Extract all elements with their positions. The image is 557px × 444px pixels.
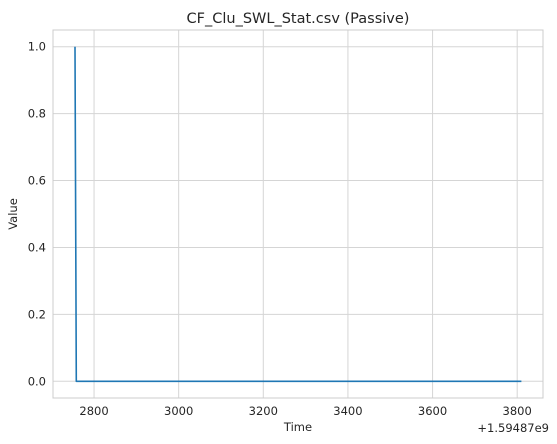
x-tick-label: 3200 — [249, 404, 278, 418]
y-tick-label: 0.8 — [28, 107, 46, 121]
y-tick-label: 1.0 — [28, 40, 46, 54]
y-axis-label: Value — [6, 198, 20, 230]
plot-frame — [52, 29, 544, 399]
y-tick-label: 0.6 — [28, 174, 46, 188]
y-tick-labels: 0.0 0.2 0.4 0.6 0.8 1.0 — [28, 40, 46, 389]
x-axis-label: Time — [283, 420, 312, 434]
x-tick-labels: 2800 3000 3200 3400 3600 3800 — [79, 404, 531, 418]
y-tick-label: 0.2 — [28, 307, 46, 321]
x-offset-label: +1.59487e9 — [477, 421, 549, 435]
x-tick-label: 2800 — [79, 404, 108, 418]
x-tick-label: 3600 — [418, 404, 447, 418]
series-layer — [74, 46, 522, 383]
x-tick-label: 3000 — [164, 404, 193, 418]
grid-lines — [53, 30, 543, 398]
x-tick-label: 3800 — [503, 404, 532, 418]
series-line — [74, 46, 522, 383]
chart-title: CF_Clu_SWL_Stat.csv (Passive) — [187, 11, 410, 27]
x-tick-label: 3400 — [333, 404, 362, 418]
y-tick-label: 0.4 — [28, 240, 46, 254]
y-tick-label: 0.0 — [28, 374, 46, 388]
